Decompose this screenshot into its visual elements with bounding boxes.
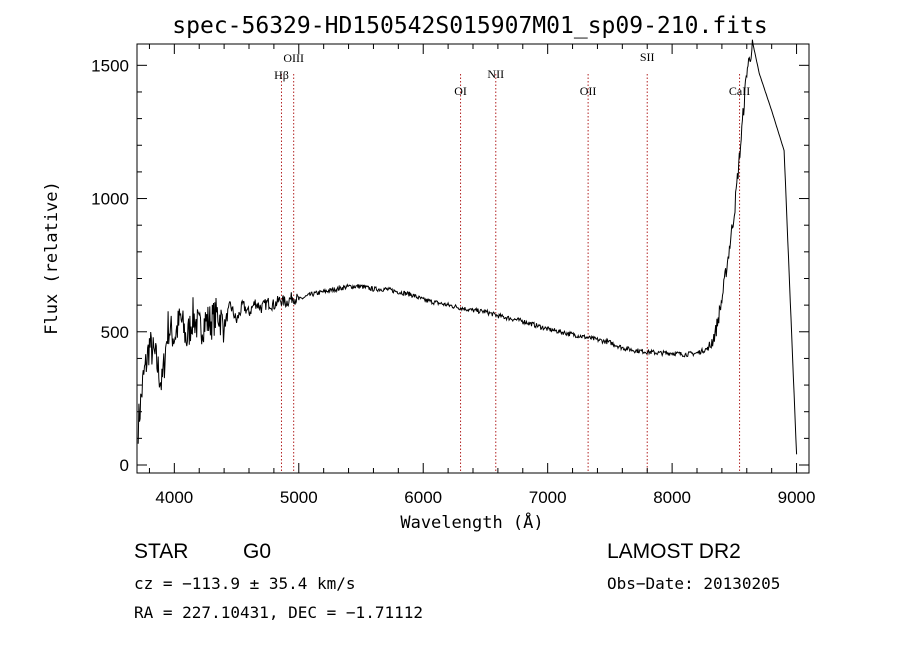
spectrum-line: [137, 39, 798, 455]
y-tick-label: 0: [120, 456, 129, 475]
emission-line-label: OII: [580, 84, 597, 98]
y-tick-label: 1000: [91, 190, 129, 209]
emission-line-label: NII: [487, 67, 504, 81]
y-axis-label: Flux (relative): [42, 181, 62, 335]
x-tick-label: 4000: [155, 488, 193, 507]
object-class: STAR: [134, 540, 189, 563]
chart-title: spec-56329-HD150542S015907M01_sp09-210.f…: [172, 13, 767, 39]
plot-frame: [136, 43, 810, 474]
emission-line-label: OI: [454, 84, 467, 98]
x-axis-ticks: 4000 5000 6000 7000 8000 9000: [148, 44, 816, 507]
y-tick-label: 500: [101, 323, 129, 342]
x-axis-label: Wavelength (Å): [400, 511, 543, 533]
emission-lines: OIII Hβ OI NII OII SII CaII: [274, 50, 750, 473]
redshift-value: cz = −113.9 ± 35.4 km/s: [134, 574, 356, 593]
emission-line-label: OIII: [283, 51, 304, 65]
x-tick-label: 6000: [404, 488, 442, 507]
y-axis-ticks: 0 500 1000 1500: [91, 56, 809, 475]
survey-name: LAMOST DR2: [607, 540, 741, 563]
x-tick-label: 5000: [280, 488, 318, 507]
x-tick-label: 9000: [778, 488, 816, 507]
x-tick-label: 8000: [653, 488, 691, 507]
emission-line-label: CaII: [729, 84, 750, 98]
emission-line-label: Hβ: [274, 68, 289, 82]
x-tick-label: 7000: [529, 488, 567, 507]
coordinates: RA = 227.10431, DEC = −1.71112: [134, 603, 423, 622]
object-subclass: G0: [243, 540, 272, 563]
y-tick-label: 1500: [91, 56, 129, 75]
observation-date: Obs−Date: 20130205: [607, 574, 781, 593]
emission-line-label: SII: [640, 50, 655, 64]
